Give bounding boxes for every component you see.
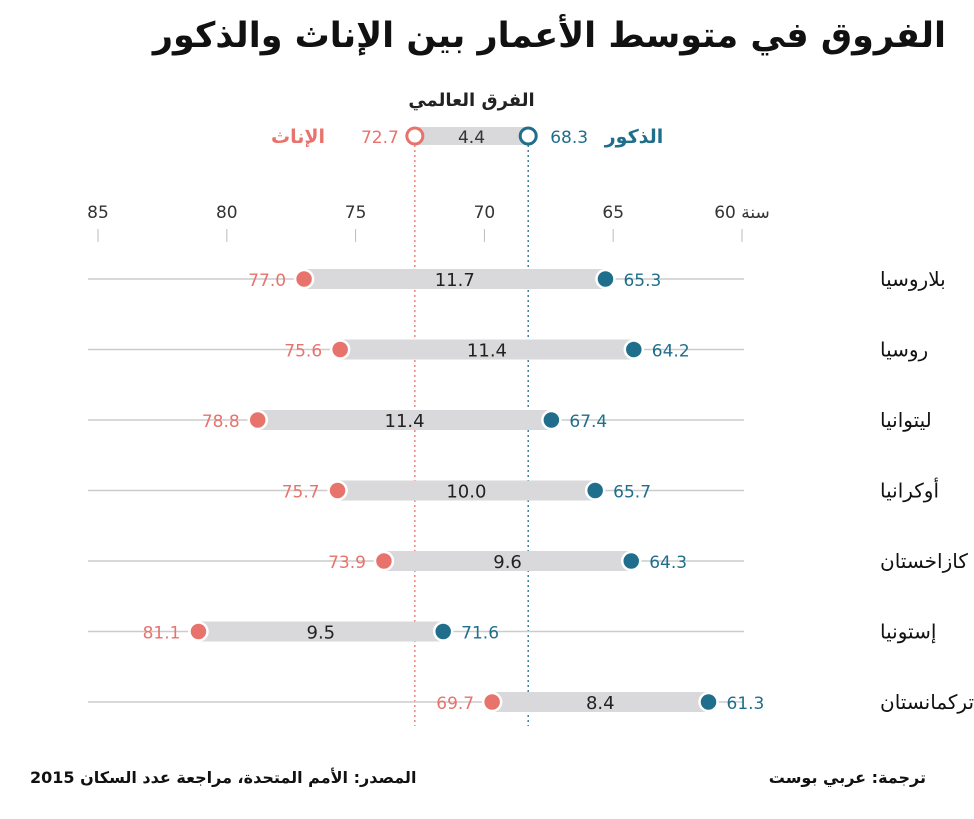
female-value: 75.7 <box>282 483 320 503</box>
country-label: روسيا <box>880 338 928 362</box>
country-row: 11.7 77.0 65.3 بلاروسيا <box>88 267 946 291</box>
male-point <box>623 339 645 360</box>
chart-title: الفروق في متوسط الأعمار بين الإناث والذك… <box>152 16 946 56</box>
world-female-label: الإناث <box>271 126 325 148</box>
gap-bar <box>257 410 552 430</box>
x-tick-label: 60 سنة <box>714 203 770 223</box>
female-point <box>247 409 268 431</box>
x-axis: 85 80 75 70 65 60 سنة <box>87 203 770 242</box>
male-value: 64.3 <box>649 553 687 573</box>
x-tick-label: 80 <box>216 203 238 223</box>
country-label: ليتوانيا <box>880 408 932 432</box>
country-row: 8.4 69.7 61.3 تركمانستان <box>88 690 974 714</box>
male-value: 65.3 <box>623 271 661 291</box>
female-point <box>188 621 209 642</box>
male-value: 65.7 <box>613 483 651 503</box>
world-gap-bar <box>414 127 529 145</box>
male-point <box>698 691 719 713</box>
male-value: 71.6 <box>461 624 499 644</box>
male-point <box>620 550 642 572</box>
gap-value: 8.4 <box>586 693 615 714</box>
female-value: 69.7 <box>436 694 474 714</box>
female-value: 78.8 <box>202 412 240 432</box>
translation-credit: ترجمة: عربي بوست <box>768 768 926 787</box>
world-male-value: 68.3 <box>550 128 588 148</box>
world-gap-group: الفرق العالمي 4.4 72.7 الإناث 68.3 الذكور <box>271 90 663 726</box>
gap-bar <box>304 269 606 289</box>
x-tick-label: 70 <box>474 203 496 223</box>
male-value: 61.3 <box>727 694 765 714</box>
male-point <box>541 409 562 431</box>
country-row: 11.4 78.8 67.4 ليتوانيا <box>88 408 932 432</box>
gap-bar <box>337 480 596 501</box>
male-value: 64.2 <box>652 342 690 362</box>
country-row: 9.6 73.9 64.3 كازاخستان <box>88 549 968 573</box>
world-female-value: 72.7 <box>361 128 399 148</box>
country-row: 9.5 81.1 71.6 إستونيا <box>88 620 936 645</box>
source-note: المصدر: الأمم المتحدة، مراجعة عدد السكان… <box>30 768 417 787</box>
country-label: كازاخستان <box>880 549 968 573</box>
gap-value: 11.4 <box>385 411 425 432</box>
male-value: 67.4 <box>569 412 607 432</box>
gap-value: 9.6 <box>493 552 522 573</box>
gap-value: 9.5 <box>307 623 336 644</box>
gap-value: 11.4 <box>467 341 507 362</box>
gap-bar <box>383 551 632 571</box>
male-point <box>584 480 606 501</box>
country-label: بلاروسيا <box>880 267 946 291</box>
world-male-marker <box>518 126 538 146</box>
female-value: 75.6 <box>284 342 322 362</box>
female-point <box>373 550 395 572</box>
country-label: تركمانستان <box>880 690 974 714</box>
female-point <box>327 480 348 501</box>
world-male-label: الذكور <box>604 126 664 148</box>
female-point <box>329 339 351 360</box>
country-row: 11.4 75.6 64.2 روسيا <box>88 338 928 362</box>
x-tick-label: 75 <box>345 203 367 223</box>
male-point <box>432 621 454 642</box>
country-label: أوكرانيا <box>880 478 939 503</box>
female-value: 73.9 <box>328 553 366 573</box>
x-tick-label: 85 <box>87 203 109 223</box>
female-value: 81.1 <box>143 624 181 644</box>
female-point <box>481 691 503 713</box>
world-gap-value: 4.4 <box>458 128 485 148</box>
female-value: 77.0 <box>248 271 286 291</box>
gap-bar <box>492 692 709 712</box>
gap-bar <box>340 339 634 360</box>
country-label: إستونيا <box>880 620 936 645</box>
world-female-marker <box>405 126 425 146</box>
gap-bar <box>198 621 444 642</box>
world-gap-title: الفرق العالمي <box>408 90 534 111</box>
x-tick-label: 65 <box>602 203 624 223</box>
country-row: 10.0 75.7 65.7 أوكرانيا <box>88 478 939 503</box>
gap-value: 10.0 <box>446 482 486 503</box>
gap-value: 11.7 <box>435 270 475 291</box>
female-point <box>293 268 315 290</box>
male-point <box>595 268 616 290</box>
